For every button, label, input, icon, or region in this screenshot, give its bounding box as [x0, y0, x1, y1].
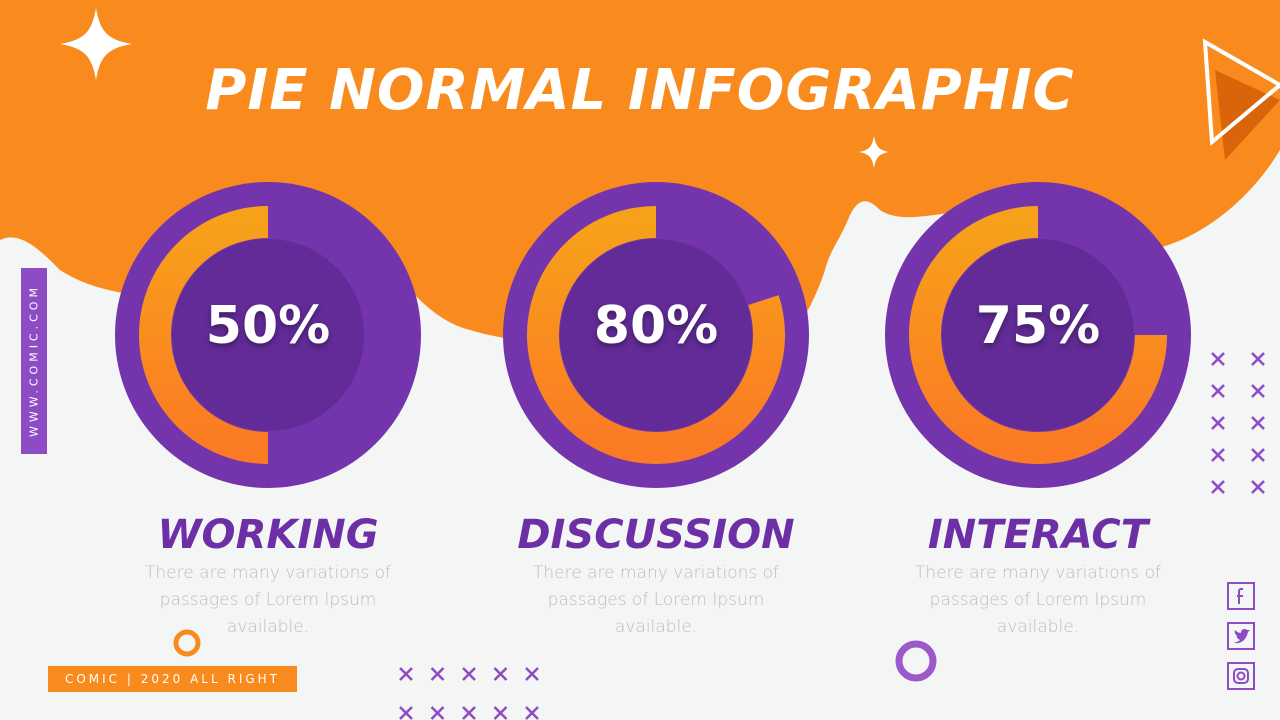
twitter-glyph: [1234, 629, 1250, 644]
x-mark: [399, 706, 413, 720]
card-text: There are many variations of passages of…: [144, 563, 392, 637]
ring-deco: [895, 640, 937, 682]
x-mark: [525, 706, 539, 720]
donut-inner: [172, 239, 364, 431]
x-mark: [430, 706, 445, 720]
x-mark: [1251, 480, 1265, 494]
x-mark: [525, 667, 539, 681]
ring-deco: [173, 629, 201, 657]
card-title: WORKING: [157, 512, 379, 558]
donut-inner: [942, 239, 1134, 431]
x-mark: [1211, 384, 1225, 398]
x-mark: [493, 706, 508, 720]
percent-label: 80%: [593, 296, 719, 356]
x-mark: [1211, 352, 1225, 366]
card-text: There are many variations of passages of…: [532, 563, 780, 637]
facebook-icon[interactable]: [1227, 582, 1255, 610]
donut-inner: [560, 239, 752, 431]
card-text: There are many variations of passages of…: [914, 563, 1162, 637]
x-pattern: [399, 352, 1265, 720]
instagram-icon[interactable]: [1227, 662, 1255, 690]
instagram-lens: [1236, 671, 1246, 681]
progress-arc: [909, 206, 1167, 464]
card-title: INTERACT: [927, 512, 1149, 558]
x-mark: [1251, 448, 1265, 462]
percent-label: 50%: [205, 296, 331, 356]
percent-label: 75%: [975, 296, 1101, 356]
x-mark: [430, 667, 445, 681]
social-icons: [1227, 582, 1255, 690]
facebook-glyph: [1237, 588, 1243, 604]
x-mark: [1211, 448, 1225, 462]
card-title: DISCUSSION: [517, 512, 795, 558]
x-mark: [493, 667, 508, 681]
x-mark: [1251, 352, 1265, 366]
footer: COMIC | 2020 ALL RIGHT: [48, 666, 297, 692]
side-url: WWW.COMIC.COM: [21, 268, 47, 454]
progress-arc: [139, 206, 269, 464]
x-mark: [1251, 416, 1265, 430]
x-mark: [462, 667, 476, 681]
star: [60, 8, 132, 80]
slide-title: PIE NORMAL INFOGRAPHIC: [205, 58, 1075, 123]
twitter-icon[interactable]: [1227, 622, 1255, 650]
triangle: [1215, 70, 1280, 160]
star: [859, 136, 889, 168]
triangle-outline: [1202, 38, 1280, 147]
x-mark: [399, 667, 413, 681]
x-mark: [1251, 384, 1265, 398]
x-mark: [462, 706, 476, 720]
progress-arc: [527, 206, 785, 464]
donuts: [115, 182, 1191, 488]
instagram-glyph: [1233, 668, 1249, 684]
x-mark: [1211, 416, 1225, 430]
x-mark: [1211, 480, 1225, 494]
